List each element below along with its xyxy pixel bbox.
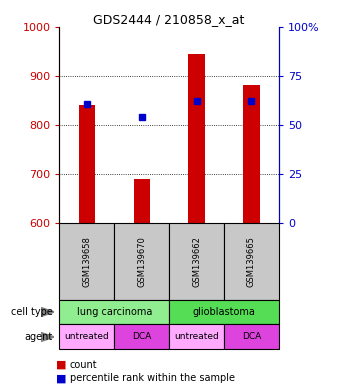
Bar bbox=[169, 223, 224, 300]
Text: ■: ■ bbox=[56, 373, 67, 383]
Text: GSM139670: GSM139670 bbox=[137, 236, 146, 286]
Bar bbox=[224, 223, 279, 300]
Text: glioblastoma: glioblastoma bbox=[192, 307, 255, 317]
Text: percentile rank within the sample: percentile rank within the sample bbox=[70, 373, 235, 383]
Bar bbox=[224, 324, 279, 349]
Polygon shape bbox=[41, 308, 54, 316]
Polygon shape bbox=[41, 333, 54, 342]
Text: cell type: cell type bbox=[11, 307, 53, 317]
Bar bbox=[188, 54, 205, 223]
Text: ■: ■ bbox=[56, 360, 67, 370]
Text: untreated: untreated bbox=[65, 333, 109, 341]
Bar bbox=[79, 105, 95, 223]
Text: lung carcinoma: lung carcinoma bbox=[76, 307, 152, 317]
Bar bbox=[169, 300, 279, 324]
Text: GSM139662: GSM139662 bbox=[192, 236, 201, 286]
Text: GSM139658: GSM139658 bbox=[82, 236, 91, 286]
Bar bbox=[59, 324, 114, 349]
Text: agent: agent bbox=[24, 332, 53, 342]
Text: untreated: untreated bbox=[174, 333, 219, 341]
Bar bbox=[114, 223, 169, 300]
Text: count: count bbox=[70, 360, 97, 370]
Text: DCA: DCA bbox=[242, 333, 261, 341]
Text: GSM139665: GSM139665 bbox=[247, 236, 256, 286]
Bar bbox=[169, 324, 224, 349]
Text: DCA: DCA bbox=[132, 333, 151, 341]
Bar bbox=[59, 223, 114, 300]
Bar bbox=[59, 300, 169, 324]
Bar bbox=[114, 324, 169, 349]
Title: GDS2444 / 210858_x_at: GDS2444 / 210858_x_at bbox=[94, 13, 245, 26]
Bar bbox=[134, 179, 150, 223]
Bar bbox=[243, 84, 260, 223]
